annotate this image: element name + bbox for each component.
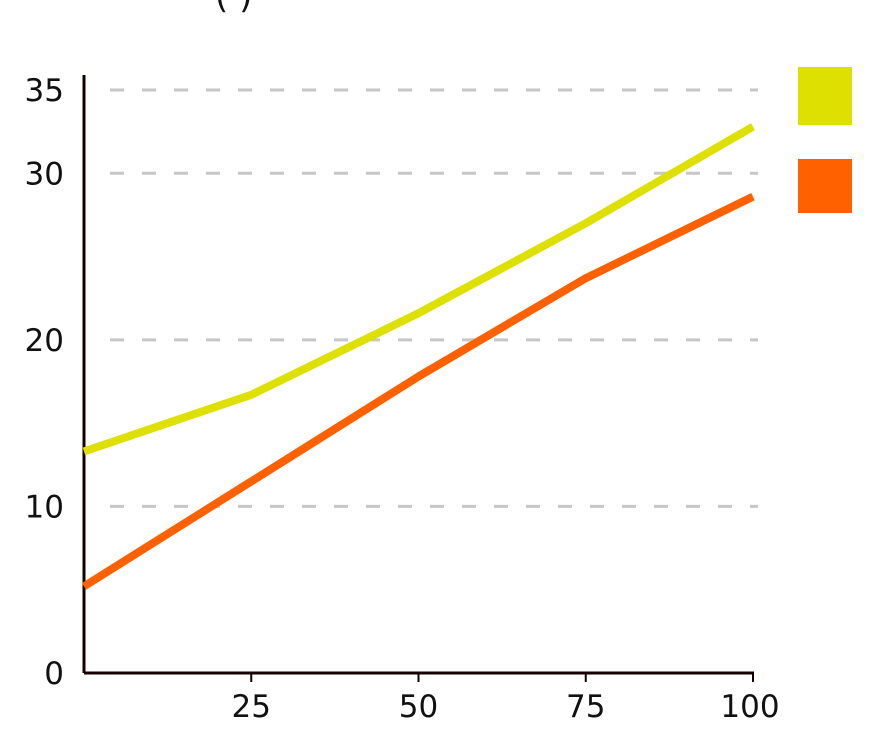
series-line-2 [81,193,755,590]
axis-layer [82,75,754,682]
tick-labels: 0 10 20 30 35 25 50 75 100 [25,73,780,725]
x-tick-label-50: 50 [399,689,438,725]
legend-swatch-1 [798,67,852,125]
y-tick-label-30: 30 [25,156,64,192]
legend [798,67,852,213]
grid-layer [110,88,758,508]
series-layer [81,123,756,590]
y-tick-label-0: 0 [44,656,64,692]
y-tick-label-20: 20 [25,323,64,359]
x-tick-label-100: 100 [720,689,779,725]
chart-title-fragment: ( ) [215,0,252,17]
legend-swatch-2 [798,159,852,213]
x-tick-label-25: 25 [232,689,271,725]
y-tick-label-10: 10 [25,489,64,525]
y-tick-label-35: 35 [25,73,64,109]
x-tick-label-75: 75 [566,689,605,725]
series-line-1 [82,123,756,456]
